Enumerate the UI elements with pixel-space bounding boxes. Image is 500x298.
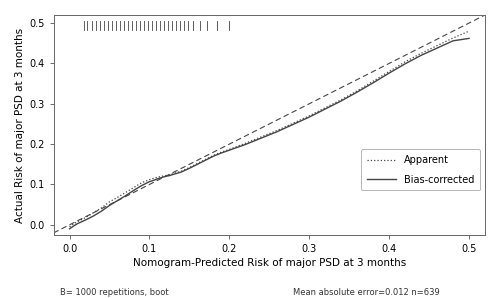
Y-axis label: Actual Risk of major PSD at 3 months: Actual Risk of major PSD at 3 months [15,27,25,223]
Text: B= 1000 repetitions, boot: B= 1000 repetitions, boot [60,288,168,297]
Text: Mean absolute error=0.012 n=639: Mean absolute error=0.012 n=639 [293,288,440,297]
X-axis label: Nomogram-Predicted Risk of major PSD at 3 months: Nomogram-Predicted Risk of major PSD at … [132,258,406,268]
Legend: Apparent, Bias-corrected: Apparent, Bias-corrected [361,149,480,190]
